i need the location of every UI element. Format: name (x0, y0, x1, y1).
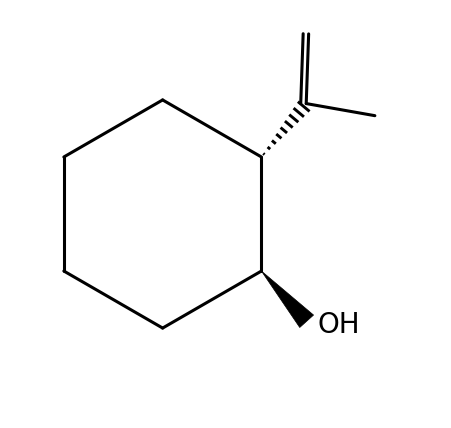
Text: OH: OH (317, 312, 359, 339)
Polygon shape (261, 271, 313, 327)
